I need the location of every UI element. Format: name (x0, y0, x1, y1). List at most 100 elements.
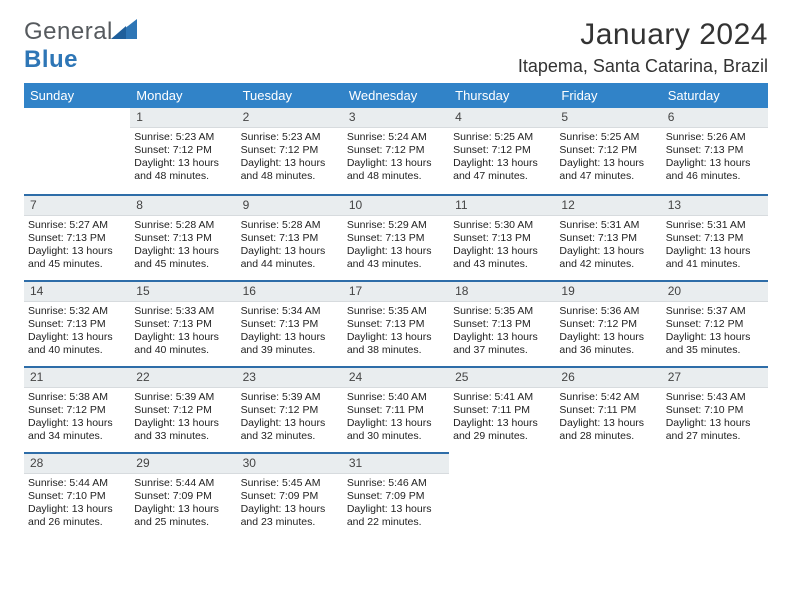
sunrise-line: Sunrise: 5:46 AM (347, 477, 445, 490)
calendar-cell: 21Sunrise: 5:38 AMSunset: 7:12 PMDayligh… (24, 366, 130, 452)
sunset-line: Sunset: 7:12 PM (134, 144, 232, 157)
sunrise-line: Sunrise: 5:31 AM (559, 219, 657, 232)
day-number: 6 (662, 108, 768, 128)
daylight-line: Daylight: 13 hours and 33 minutes. (134, 417, 232, 443)
daylight-line: Daylight: 13 hours and 35 minutes. (666, 331, 764, 357)
weekday-header: Sunday (24, 83, 130, 108)
sunset-line: Sunset: 7:13 PM (453, 318, 551, 331)
day-number: 20 (662, 280, 768, 302)
calendar-cell: 10Sunrise: 5:29 AMSunset: 7:13 PMDayligh… (343, 194, 449, 280)
weekday-header: Friday (555, 83, 661, 108)
day-details: Sunrise: 5:35 AMSunset: 7:13 PMDaylight:… (343, 302, 449, 361)
sunrise-line: Sunrise: 5:42 AM (559, 391, 657, 404)
sunset-line: Sunset: 7:09 PM (241, 490, 339, 503)
sunrise-line: Sunrise: 5:26 AM (666, 131, 764, 144)
sunset-line: Sunset: 7:12 PM (347, 144, 445, 157)
day-details: Sunrise: 5:27 AMSunset: 7:13 PMDaylight:… (24, 216, 130, 275)
sunrise-line: Sunrise: 5:39 AM (241, 391, 339, 404)
day-details: Sunrise: 5:29 AMSunset: 7:13 PMDaylight:… (343, 216, 449, 275)
day-number: 22 (130, 366, 236, 388)
daylight-line: Daylight: 13 hours and 40 minutes. (134, 331, 232, 357)
sunset-line: Sunset: 7:13 PM (559, 232, 657, 245)
day-details: Sunrise: 5:43 AMSunset: 7:10 PMDaylight:… (662, 388, 768, 447)
day-details: Sunrise: 5:32 AMSunset: 7:13 PMDaylight:… (24, 302, 130, 361)
sunset-line: Sunset: 7:13 PM (347, 318, 445, 331)
calendar-cell (449, 452, 555, 538)
day-number: 28 (24, 452, 130, 474)
day-number: 25 (449, 366, 555, 388)
sunrise-line: Sunrise: 5:34 AM (241, 305, 339, 318)
sunset-line: Sunset: 7:13 PM (134, 318, 232, 331)
sunrise-line: Sunrise: 5:39 AM (134, 391, 232, 404)
day-details: Sunrise: 5:24 AMSunset: 7:12 PMDaylight:… (343, 128, 449, 187)
day-number: 5 (555, 108, 661, 128)
daylight-line: Daylight: 13 hours and 47 minutes. (453, 157, 551, 183)
day-number: 1 (130, 108, 236, 128)
logo-word-general: General (24, 18, 113, 45)
sunset-line: Sunset: 7:12 PM (241, 144, 339, 157)
sunrise-line: Sunrise: 5:25 AM (453, 131, 551, 144)
calendar-cell: 24Sunrise: 5:40 AMSunset: 7:11 PMDayligh… (343, 366, 449, 452)
calendar-row: 21Sunrise: 5:38 AMSunset: 7:12 PMDayligh… (24, 366, 768, 452)
sunset-line: Sunset: 7:13 PM (666, 144, 764, 157)
sunrise-line: Sunrise: 5:29 AM (347, 219, 445, 232)
logo-text: General Blue (24, 18, 137, 74)
day-details: Sunrise: 5:44 AMSunset: 7:09 PMDaylight:… (130, 474, 236, 533)
sunrise-line: Sunrise: 5:31 AM (666, 219, 764, 232)
sunrise-line: Sunrise: 5:33 AM (134, 305, 232, 318)
sunrise-line: Sunrise: 5:28 AM (241, 219, 339, 232)
sunrise-line: Sunrise: 5:44 AM (134, 477, 232, 490)
day-number: 13 (662, 194, 768, 216)
day-number: 11 (449, 194, 555, 216)
daylight-line: Daylight: 13 hours and 45 minutes. (134, 245, 232, 271)
sunrise-line: Sunrise: 5:37 AM (666, 305, 764, 318)
sunset-line: Sunset: 7:13 PM (453, 232, 551, 245)
daylight-line: Daylight: 13 hours and 27 minutes. (666, 417, 764, 443)
daylight-line: Daylight: 13 hours and 26 minutes. (28, 503, 126, 529)
day-details: Sunrise: 5:38 AMSunset: 7:12 PMDaylight:… (24, 388, 130, 447)
calendar-cell: 5Sunrise: 5:25 AMSunset: 7:12 PMDaylight… (555, 108, 661, 194)
daylight-line: Daylight: 13 hours and 36 minutes. (559, 331, 657, 357)
daylight-line: Daylight: 13 hours and 46 minutes. (666, 157, 764, 183)
sunset-line: Sunset: 7:09 PM (347, 490, 445, 503)
day-number: 4 (449, 108, 555, 128)
logo-word-blue: Blue (24, 46, 78, 73)
calendar-cell: 22Sunrise: 5:39 AMSunset: 7:12 PMDayligh… (130, 366, 236, 452)
calendar-cell: 12Sunrise: 5:31 AMSunset: 7:13 PMDayligh… (555, 194, 661, 280)
sunrise-line: Sunrise: 5:30 AM (453, 219, 551, 232)
calendar-cell: 2Sunrise: 5:23 AMSunset: 7:12 PMDaylight… (237, 108, 343, 194)
day-details: Sunrise: 5:36 AMSunset: 7:12 PMDaylight:… (555, 302, 661, 361)
sunrise-line: Sunrise: 5:25 AM (559, 131, 657, 144)
sunrise-line: Sunrise: 5:44 AM (28, 477, 126, 490)
sunrise-line: Sunrise: 5:23 AM (134, 131, 232, 144)
daylight-line: Daylight: 13 hours and 29 minutes. (453, 417, 551, 443)
day-details: Sunrise: 5:41 AMSunset: 7:11 PMDaylight:… (449, 388, 555, 447)
day-number: 15 (130, 280, 236, 302)
calendar-cell: 16Sunrise: 5:34 AMSunset: 7:13 PMDayligh… (237, 280, 343, 366)
header: General Blue January 2024 Itapema, Santa… (24, 18, 768, 77)
day-number: 21 (24, 366, 130, 388)
sunset-line: Sunset: 7:10 PM (28, 490, 126, 503)
weekday-header: Monday (130, 83, 236, 108)
page-title: January 2024 (518, 18, 768, 52)
calendar-cell: 18Sunrise: 5:35 AMSunset: 7:13 PMDayligh… (449, 280, 555, 366)
daylight-line: Daylight: 13 hours and 30 minutes. (347, 417, 445, 443)
logo: General Blue (24, 18, 137, 74)
location-subtitle: Itapema, Santa Catarina, Brazil (518, 56, 768, 77)
daylight-line: Daylight: 13 hours and 32 minutes. (241, 417, 339, 443)
daylight-line: Daylight: 13 hours and 23 minutes. (241, 503, 339, 529)
day-details: Sunrise: 5:25 AMSunset: 7:12 PMDaylight:… (555, 128, 661, 187)
day-details: Sunrise: 5:39 AMSunset: 7:12 PMDaylight:… (237, 388, 343, 447)
sunrise-line: Sunrise: 5:27 AM (28, 219, 126, 232)
sunrise-line: Sunrise: 5:23 AM (241, 131, 339, 144)
sunrise-line: Sunrise: 5:35 AM (347, 305, 445, 318)
day-details: Sunrise: 5:23 AMSunset: 7:12 PMDaylight:… (130, 128, 236, 187)
weekday-header: Saturday (662, 83, 768, 108)
calendar-cell: 1Sunrise: 5:23 AMSunset: 7:12 PMDaylight… (130, 108, 236, 194)
calendar-cell: 29Sunrise: 5:44 AMSunset: 7:09 PMDayligh… (130, 452, 236, 538)
daylight-line: Daylight: 13 hours and 40 minutes. (28, 331, 126, 357)
sunset-line: Sunset: 7:11 PM (453, 404, 551, 417)
sunset-line: Sunset: 7:12 PM (453, 144, 551, 157)
calendar-cell (662, 452, 768, 538)
day-number: 30 (237, 452, 343, 474)
